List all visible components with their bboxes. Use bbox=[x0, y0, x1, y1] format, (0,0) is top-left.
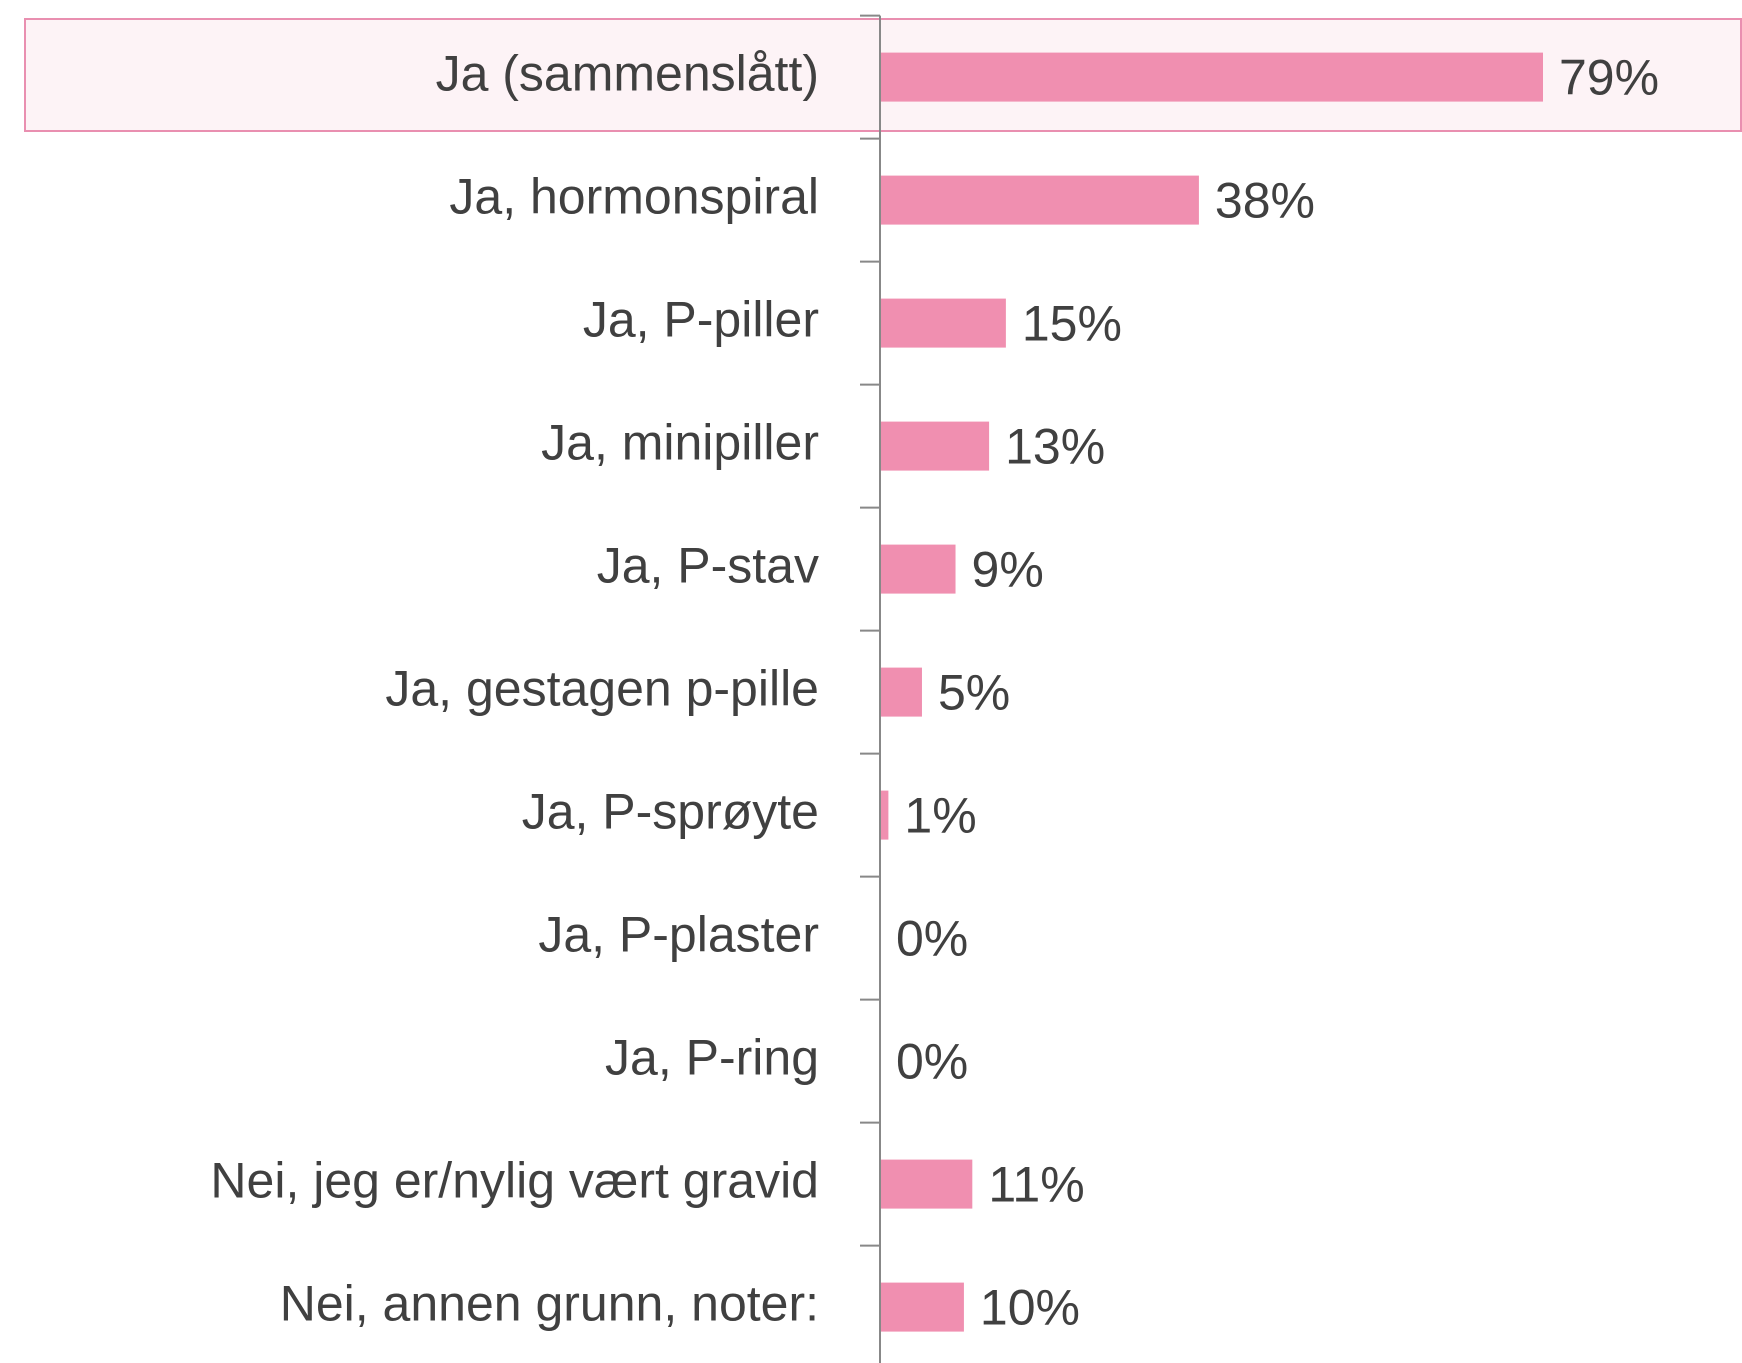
value-label: 9% bbox=[972, 541, 1044, 597]
category-label: Ja, gestagen p-pille bbox=[385, 660, 819, 716]
value-label: 0% bbox=[896, 910, 968, 966]
category-label: Ja, P-ring bbox=[605, 1029, 819, 1085]
value-label: 15% bbox=[1022, 295, 1122, 351]
value-label: 10% bbox=[980, 1279, 1080, 1335]
bar bbox=[880, 790, 889, 840]
category-label: Ja, P-sprøyte bbox=[522, 783, 819, 839]
category-label: Ja, hormonspiral bbox=[449, 168, 819, 224]
category-label: Ja, minipiller bbox=[541, 414, 819, 470]
bar bbox=[880, 421, 990, 471]
value-label: 79% bbox=[1559, 49, 1659, 105]
value-label: 13% bbox=[1005, 418, 1105, 474]
bar bbox=[880, 667, 922, 717]
value-label: 5% bbox=[938, 664, 1010, 720]
category-label: Nei, annen grunn, noter: bbox=[280, 1275, 819, 1331]
category-label: Ja, P-plaster bbox=[538, 906, 819, 962]
value-label: 11% bbox=[988, 1156, 1084, 1212]
bar bbox=[880, 52, 1543, 102]
category-label: Ja (sammenslått) bbox=[436, 45, 819, 101]
bar bbox=[880, 1159, 973, 1209]
bar bbox=[880, 1282, 964, 1332]
category-label: Ja, P-piller bbox=[583, 291, 819, 347]
bar bbox=[880, 544, 956, 594]
bar bbox=[880, 298, 1006, 348]
category-label: Nei, jeg er/nylig vært gravid bbox=[210, 1152, 819, 1208]
value-label: 1% bbox=[904, 787, 976, 843]
value-label: 0% bbox=[896, 1033, 968, 1089]
category-label: Ja, P-stav bbox=[597, 537, 819, 593]
value-label: 38% bbox=[1215, 172, 1315, 228]
bar bbox=[880, 175, 1199, 225]
